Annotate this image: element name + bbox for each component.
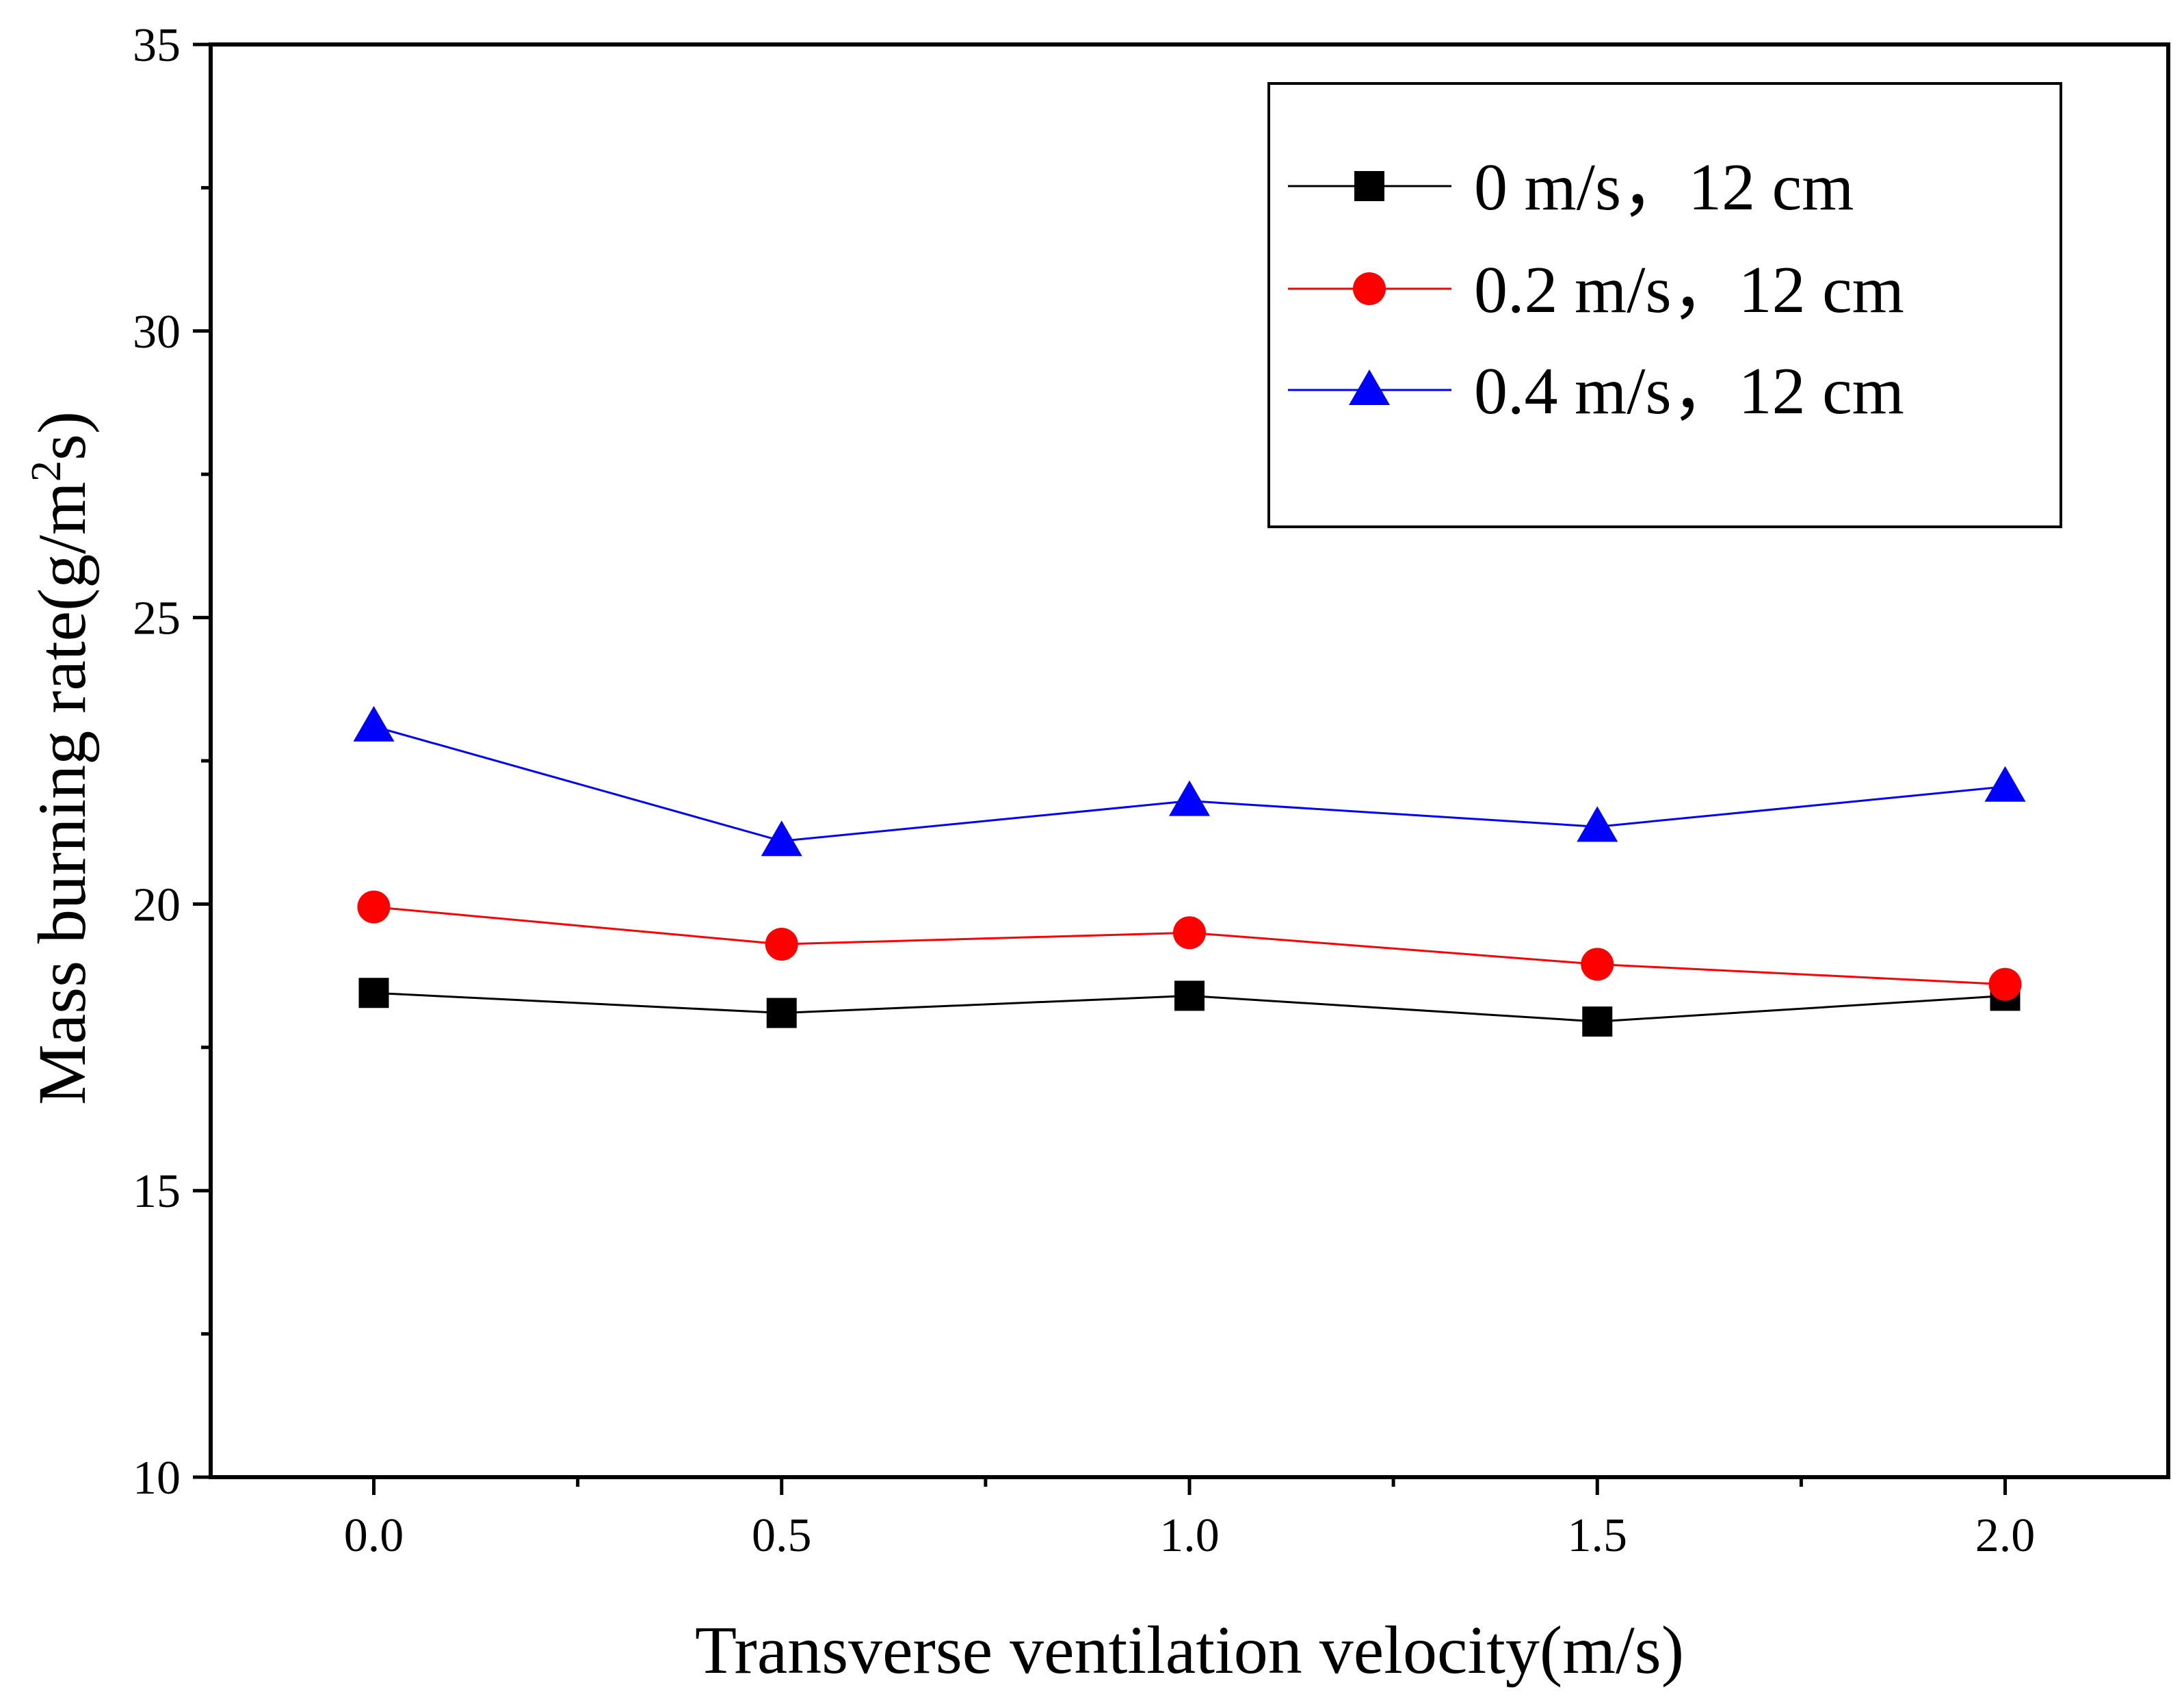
series-group xyxy=(353,705,2026,1037)
y-axis-title: Mass burning rate(g/m2s) xyxy=(23,411,100,1105)
data-point xyxy=(1984,766,2026,802)
legend-item-1: 0.2 m/s，12 cm xyxy=(1288,253,1904,327)
data-point xyxy=(761,820,802,857)
y-axis-title-sup: 2 xyxy=(23,460,70,482)
x-tick-label: 0.0 xyxy=(344,1509,404,1562)
y-tick-label: 15 xyxy=(133,1165,181,1218)
y-tick-label: 20 xyxy=(133,878,181,931)
x-tick-label: 1.5 xyxy=(1568,1509,1628,1562)
y-tick-label: 35 xyxy=(133,19,181,72)
y-tick-label: 10 xyxy=(133,1452,181,1505)
data-point xyxy=(1174,980,1205,1011)
series-1 xyxy=(357,890,2022,1001)
data-point xyxy=(357,890,391,924)
legend-item-2: 0.4 m/s，12 cm xyxy=(1288,354,1904,428)
axis-ticks: 10 15 20 25 30 35 0.0 0.5 1.0 1.5 2.0 xyxy=(133,19,2035,1562)
legend-marker xyxy=(1349,369,1390,405)
y-tick-label: 25 xyxy=(133,593,181,645)
legend-label: 0.2 m/s，12 cm xyxy=(1474,253,1904,327)
legend-label: 0 m/s，12 cm xyxy=(1474,151,1854,224)
legend-item-0: 0 m/s，12 cm xyxy=(1288,151,1854,224)
y-axis-title-suffix: s) xyxy=(24,411,100,460)
y-axis-title-prefix: Mass burning rate(g/m xyxy=(24,482,100,1105)
data-point xyxy=(1173,916,1206,950)
legend-label: 0.4 m/s，12 cm xyxy=(1474,354,1904,428)
plot-frame xyxy=(209,42,2170,1479)
data-point xyxy=(358,978,389,1008)
legend: 0 m/s，12 cm 0.2 m/s，12 cm 0.4 m/s，12 cm xyxy=(1267,82,2062,528)
data-point xyxy=(1581,948,1614,981)
y-tick-label: 30 xyxy=(133,306,181,359)
data-point xyxy=(1169,780,1210,816)
x-tick-label: 1.0 xyxy=(1159,1509,1220,1562)
data-point xyxy=(1582,1006,1613,1037)
x-tick-label: 0.5 xyxy=(752,1509,812,1562)
series-2 xyxy=(353,705,2026,857)
legend-marker xyxy=(1354,171,1384,201)
legend-marker xyxy=(1353,272,1386,305)
data-point xyxy=(1577,806,1618,842)
data-point xyxy=(1988,967,2022,1001)
data-point xyxy=(765,928,798,961)
data-point xyxy=(353,705,395,742)
legend-box xyxy=(1267,82,2062,528)
data-point xyxy=(766,998,797,1028)
x-tick-label: 2.0 xyxy=(1975,1509,2036,1562)
x-axis-title: Transverse ventilation velocity(m/s) xyxy=(695,1612,1684,1688)
